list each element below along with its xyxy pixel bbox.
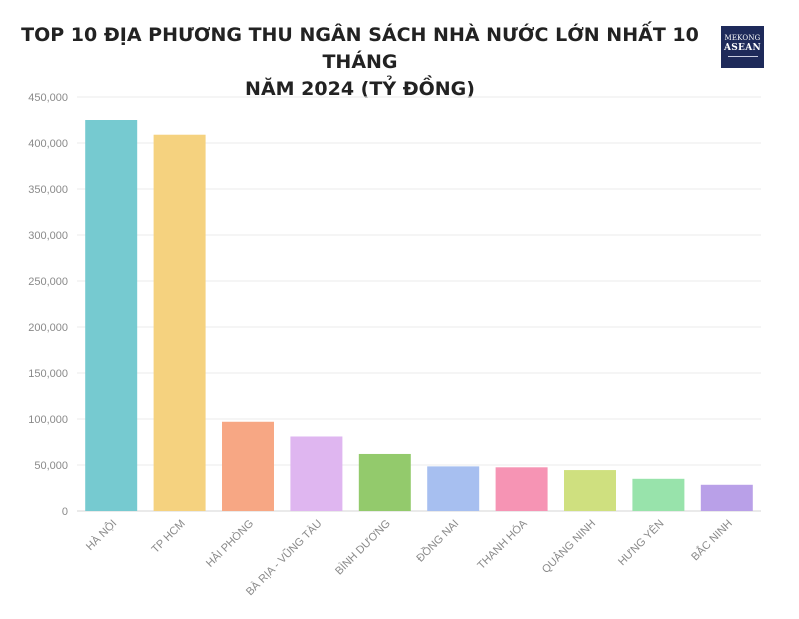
logo-text-bottom: ASEAN — [723, 43, 762, 53]
bar — [358, 453, 411, 511]
bar — [153, 134, 206, 511]
logo-text-top: MEKONG — [724, 34, 761, 42]
y-tick-label: 150,000 — [28, 368, 68, 380]
x-tick-label: BÌNH DƯƠNG — [332, 517, 393, 578]
chart-title-line-2: NĂM 2024 (TỶ ĐỒNG) — [245, 78, 475, 100]
bar — [427, 466, 480, 511]
bar — [495, 467, 548, 511]
bar — [632, 478, 685, 511]
x-tick-label: ĐỒNG NAI — [414, 517, 462, 565]
bar — [700, 484, 753, 511]
x-tick-label: BẮC NINH — [689, 517, 735, 563]
y-tick-label: 400,000 — [28, 138, 68, 150]
bar — [290, 436, 343, 511]
y-tick-label: 100,000 — [28, 414, 68, 426]
y-tick-label: 50,000 — [34, 460, 68, 472]
chart-title-line-1: TOP 10 ĐỊA PHƯƠNG THU NGÂN SÁCH NHÀ NƯỚC… — [21, 24, 699, 73]
bar — [222, 421, 274, 511]
y-axis: 0 50,000 100,000 150,000 200,000 250,000 300,0… — [28, 92, 68, 518]
x-tick-label: THANH HÓA — [475, 516, 530, 571]
y-tick-label: 200,000 — [28, 322, 68, 334]
x-tick-label: TP HCM — [150, 518, 188, 556]
y-tick-label: 350,000 — [28, 184, 68, 196]
x-tick-label: BÀ RỊA - VŨNG TÀU — [243, 517, 324, 598]
y-tick-label: 300,000 — [28, 230, 68, 242]
bar — [564, 470, 616, 511]
y-tick-label: 450,000 — [28, 92, 68, 104]
x-tick-label: QUẢNG NINH — [539, 517, 598, 576]
y-tick-label: 250,000 — [28, 276, 68, 288]
mekong-asean-logo: MEKONG ASEAN — [721, 26, 764, 68]
x-tick-label: HƯNG YÊN — [615, 517, 666, 568]
chart-title: TOP 10 ĐỊA PHƯƠNG THU NGÂN SÁCH NHÀ NƯỚC… — [10, 22, 710, 103]
bar — [85, 120, 138, 511]
logo-underline — [727, 56, 758, 57]
y-tick-label: 0 — [62, 506, 68, 518]
x-tick-label: HẢI PHÒNG — [203, 517, 256, 570]
x-tick-label: HÀ NỘI — [83, 517, 119, 553]
chart-bars — [85, 120, 753, 511]
